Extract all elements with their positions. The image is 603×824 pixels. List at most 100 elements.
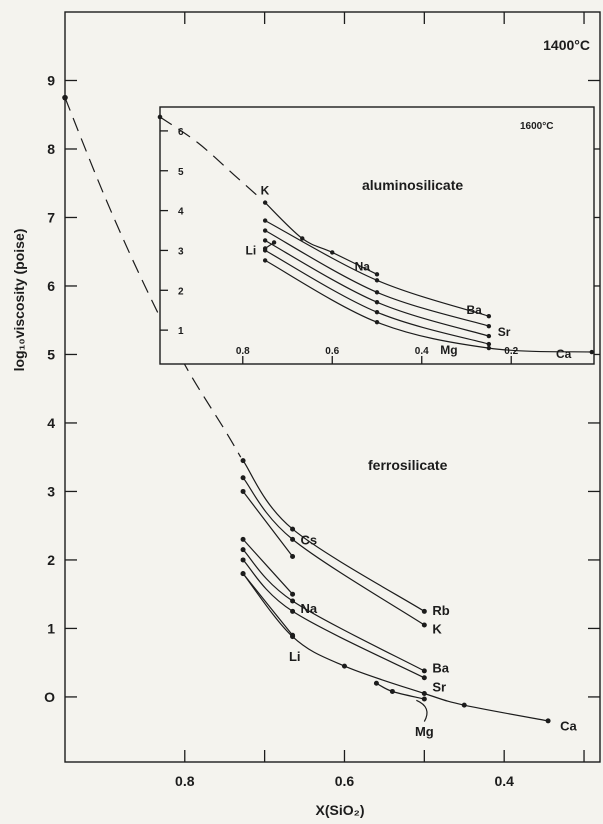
y-tick-label-0: O — [44, 689, 55, 705]
inset-y-tick-label-1: 2 — [178, 286, 184, 297]
main-point-sr-2 — [421, 675, 427, 681]
main-point-ca-4 — [461, 702, 467, 708]
main-extrapolation-curve — [64, 97, 242, 458]
main-line-ca — [242, 573, 549, 722]
inset-x-tick-label-3: 0.2 — [504, 346, 518, 357]
inset-x-tick-label-0: 0.8 — [236, 346, 250, 357]
aluminosilicate-label: aluminosilicate — [362, 177, 463, 193]
main-line-cs — [242, 491, 294, 557]
y-tick-label-4: 4 — [47, 415, 55, 431]
main-axis-ticks: O 1 2 3 4 5 6 7 8 9 0.8 0.6 0.4 — [44, 12, 600, 789]
y-tick-label-5: 5 — [47, 346, 55, 362]
inset-point-ba-1 — [374, 290, 380, 295]
inset-point-k-2 — [330, 250, 335, 255]
main-plot-frame — [64, 11, 601, 763]
inset-point-sr-0 — [262, 238, 268, 243]
inset-y-tick-label-5: 6 — [178, 127, 184, 138]
y-tick-label-8: 8 — [47, 141, 55, 157]
main-point-na-0 — [240, 536, 246, 542]
main-line-k — [242, 477, 425, 626]
y-tick-label-7: 7 — [47, 209, 55, 225]
main-point-k-1 — [290, 536, 296, 542]
main-point-rb-0 — [240, 458, 246, 464]
main-line-rb — [242, 460, 425, 612]
main-label-sr: Sr — [432, 680, 446, 695]
inset-label-na: Na — [355, 259, 371, 273]
ferrosilicate-label: ferrosilicate — [368, 457, 448, 473]
inset-point-mg-2 — [486, 341, 492, 347]
main-label-li: Li — [289, 649, 301, 664]
inset-point-ba-2 — [486, 323, 492, 329]
y-tick-label-1: 1 — [47, 620, 55, 636]
y-tick-label-9: 9 — [47, 72, 55, 88]
inset-label-mg: Mg — [440, 343, 457, 357]
main-point-mg-1 — [389, 688, 395, 694]
x-tick-label-2: 0.4 — [494, 773, 514, 789]
x-tick-label-0: 0.8 — [175, 773, 195, 789]
inset-point-ca-0 — [262, 258, 268, 263]
main-line-sr — [242, 559, 425, 679]
inset-extrapolation-curve — [159, 116, 262, 200]
inset-label-ca: Ca — [556, 347, 572, 361]
main-point-k-0 — [240, 475, 246, 481]
inset-point-ca-3 — [589, 349, 594, 355]
inset-series-labels: K Na Ba Sr Li Mg Ca — [246, 184, 572, 361]
main-point-rb-1 — [290, 526, 296, 532]
main-point-mg-2 — [421, 696, 427, 702]
x-tick-label-1: 0.6 — [335, 773, 355, 789]
inset-point-na-0 — [262, 218, 268, 223]
main-point-ca-0 — [240, 571, 246, 577]
inset-point-ca-1 — [374, 319, 380, 325]
y-tick-label-3: 3 — [47, 483, 55, 499]
main-point-na-1 — [290, 591, 296, 597]
main-label-k: K — [432, 621, 442, 636]
main-point-rb-2 — [421, 608, 427, 614]
main-point-ca-3 — [421, 691, 427, 697]
inset-line-ca — [264, 259, 592, 353]
main-series-labels: Rb K Cs Na Ba Sr Li Mg Ca — [289, 532, 577, 739]
x-axis-label: X(SiO₂) — [316, 802, 365, 818]
inset-point-na-2 — [486, 313, 492, 319]
main-label-na: Na — [301, 601, 318, 616]
inset-y-tick-label-0: 1 — [178, 326, 184, 337]
inset-point-k-0 — [262, 200, 268, 205]
inset-label-k: K — [261, 184, 270, 198]
y-tick-label-2: 2 — [47, 552, 55, 568]
main-point-k-2 — [421, 622, 427, 628]
inset-point-sr-1 — [374, 300, 380, 305]
main-label-mg: Mg — [415, 724, 434, 739]
main-label-cs: Cs — [301, 532, 318, 547]
inset-point-sr-2 — [486, 333, 492, 339]
inset-y-tick-label-3: 4 — [178, 207, 184, 218]
inset-line-k — [264, 202, 378, 275]
inset-y-tick-label-2: 3 — [178, 246, 184, 257]
inset-label-sr: Sr — [498, 325, 511, 339]
inset-point-k-1 — [300, 236, 305, 241]
main-point-sr-1 — [290, 608, 296, 614]
inset-point-mg-1 — [374, 310, 380, 315]
main-line-ba — [242, 549, 425, 672]
inset-point-ba-0 — [262, 228, 268, 233]
main-extrapolation-point — [62, 94, 68, 101]
main-point-ba-2 — [421, 668, 427, 674]
inset-data-points — [157, 114, 594, 355]
main-point-cs-0 — [240, 488, 246, 494]
inset-axis-ticks: 1 2 3 4 5 6 0.8 0.6 0.4 0.2 — [160, 127, 519, 364]
main-label-ba: Ba — [432, 660, 449, 675]
y-axis-label: log₁₀viscosity (poise) — [11, 229, 27, 372]
main-mg-leader — [416, 699, 428, 722]
main-point-cs-1 — [290, 554, 296, 560]
main-point-ba-0 — [240, 547, 246, 553]
main-label-rb: Rb — [432, 603, 449, 618]
main-point-ca-1 — [290, 634, 296, 640]
main-point-ca-2 — [341, 663, 347, 669]
main-point-ca-5 — [545, 718, 551, 724]
inset-plot-frame — [159, 106, 595, 365]
main-point-sr-0 — [240, 557, 246, 563]
inset-chart: 1600°C aluminosilicate 1 2 3 4 5 6 0.8 0.6 0.4 0.… — [157, 106, 595, 365]
main-point-ba-1 — [290, 598, 296, 604]
inset-extrapolation-point — [157, 114, 163, 120]
inset-label-li: Li — [246, 243, 257, 257]
main-point-mg-0 — [373, 680, 379, 686]
